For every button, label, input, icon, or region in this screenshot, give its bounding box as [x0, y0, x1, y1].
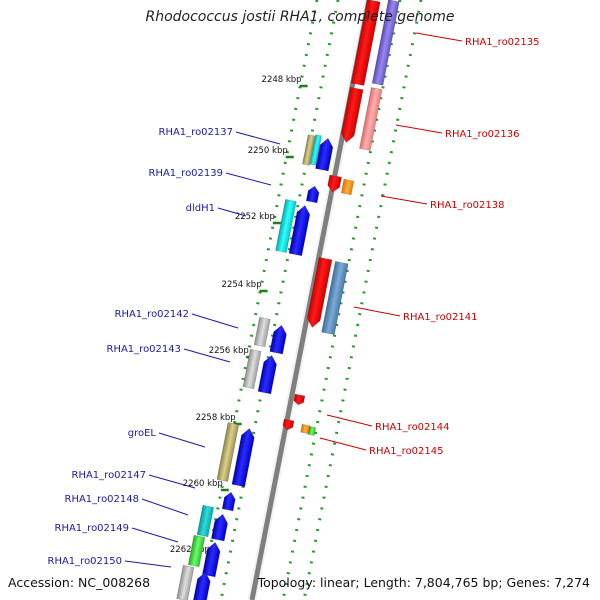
gene-features — [176, 0, 400, 600]
leader-line — [183, 348, 231, 363]
leader-line — [124, 560, 172, 568]
gene-arrow[interactable] — [340, 178, 355, 196]
scale-tick-label: 2254 kbp — [222, 280, 262, 290]
gene-arrow[interactable] — [340, 86, 364, 143]
scale-tick-label: 2260 kbp — [183, 479, 223, 489]
leader-line — [415, 32, 463, 42]
gene-arrow[interactable] — [315, 137, 335, 172]
gene-arrow[interactable] — [196, 504, 215, 538]
leader-line — [191, 313, 239, 329]
gene-label[interactable]: dldH1 — [186, 203, 215, 214]
gene-arrow[interactable] — [327, 174, 342, 193]
leader-line — [148, 474, 196, 489]
gene-arrow[interactable] — [253, 316, 271, 348]
dotted-track-line — [281, 0, 402, 600]
gene-label[interactable]: RHA1_ro02135 — [465, 37, 540, 48]
gene-arrow[interactable] — [305, 185, 320, 204]
gene-arrow[interactable] — [257, 354, 278, 395]
leader-line — [158, 432, 206, 448]
scale-tick-label: 2250 kbp — [248, 146, 288, 156]
gene-arrow[interactable] — [211, 513, 229, 542]
gene-label[interactable]: RHA1_ro02139 — [149, 168, 224, 179]
gene-arrow[interactable] — [309, 134, 322, 166]
gene-labels: RHA1_ro02137 RHA1_ro02139 dldH1 RHA1_ro0214… — [48, 37, 540, 567]
genome-summary: Topology: linear; Length: 7,804,765 bp; … — [257, 575, 590, 590]
gene-arrow[interactable] — [221, 491, 236, 512]
leader-line — [380, 195, 428, 205]
gene-arrow[interactable] — [231, 427, 256, 488]
gene-label[interactable]: RHA1_ro02141 — [403, 312, 478, 323]
gene-label[interactable]: groEL — [128, 428, 157, 439]
gene-arrow[interactable] — [269, 324, 288, 355]
label-leader-lines — [124, 32, 463, 568]
gene-arrow[interactable] — [306, 257, 333, 328]
leader-line — [319, 437, 367, 451]
leader-line — [395, 124, 443, 134]
gene-label[interactable]: RHA1_ro02137 — [159, 127, 234, 138]
gene-arrow[interactable] — [187, 534, 206, 568]
gene-label[interactable]: RHA1_ro02149 — [55, 523, 130, 534]
scale-ticks: 2248 kbp 2250 kbp 2252 kbp 2254 kbp 2256 kbp… — [170, 75, 308, 558]
leader-line — [235, 131, 281, 145]
scale-tick-label: 2258 kbp — [196, 413, 236, 423]
accession-text: Accession: NC_008268 — [8, 575, 151, 590]
gene-label[interactable]: RHA1_ro02145 — [369, 446, 444, 457]
gene-label[interactable]: RHA1_ro02143 — [107, 344, 182, 355]
gene-arrow[interactable] — [275, 199, 297, 253]
gene-arrow[interactable] — [242, 348, 262, 390]
gene-label[interactable]: RHA1_ro02144 — [375, 422, 450, 433]
gene-arrow[interactable] — [288, 204, 311, 257]
leader-line — [217, 207, 247, 217]
gene-arrow[interactable] — [371, 0, 400, 86]
gene-label[interactable]: RHA1_ro02138 — [430, 200, 505, 211]
gene-arrow[interactable] — [307, 426, 317, 436]
leader-line — [141, 498, 189, 516]
gene-arrow[interactable] — [202, 541, 221, 578]
gene-arrow[interactable] — [282, 418, 295, 431]
leader-line — [326, 414, 373, 427]
gene-arrow[interactable] — [216, 422, 240, 482]
gene-arrow[interactable] — [192, 571, 212, 600]
gene-label[interactable]: RHA1_ro02136 — [445, 129, 520, 140]
scale-tick-label: 2248 kbp — [262, 75, 302, 85]
gene-arrow[interactable] — [293, 393, 306, 406]
map-title: Rhodococcus jostii RHA1, complete genome — [145, 9, 455, 25]
gene-arrow[interactable] — [302, 134, 316, 166]
scale-tick-label: 2256 kbp — [209, 346, 249, 356]
leader-line — [225, 172, 272, 186]
scale-tick-label: 2262 kbp — [170, 545, 210, 555]
gene-arrow[interactable] — [350, 0, 381, 86]
dotted-track-line — [198, 0, 319, 600]
scale-tick-label: 2252 kbp — [235, 212, 275, 222]
gene-arrow[interactable] — [359, 87, 383, 151]
gene-label[interactable]: RHA1_ro02147 — [72, 470, 147, 481]
gene-arrow[interactable] — [321, 261, 349, 335]
leader-line — [353, 306, 401, 317]
leader-line — [131, 527, 179, 543]
gene-label[interactable]: RHA1_ro02142 — [115, 309, 190, 320]
gene-arrow[interactable] — [176, 564, 195, 600]
gene-label[interactable]: RHA1_ro02150 — [48, 556, 123, 567]
gene-label[interactable]: RHA1_ro02148 — [65, 494, 140, 505]
